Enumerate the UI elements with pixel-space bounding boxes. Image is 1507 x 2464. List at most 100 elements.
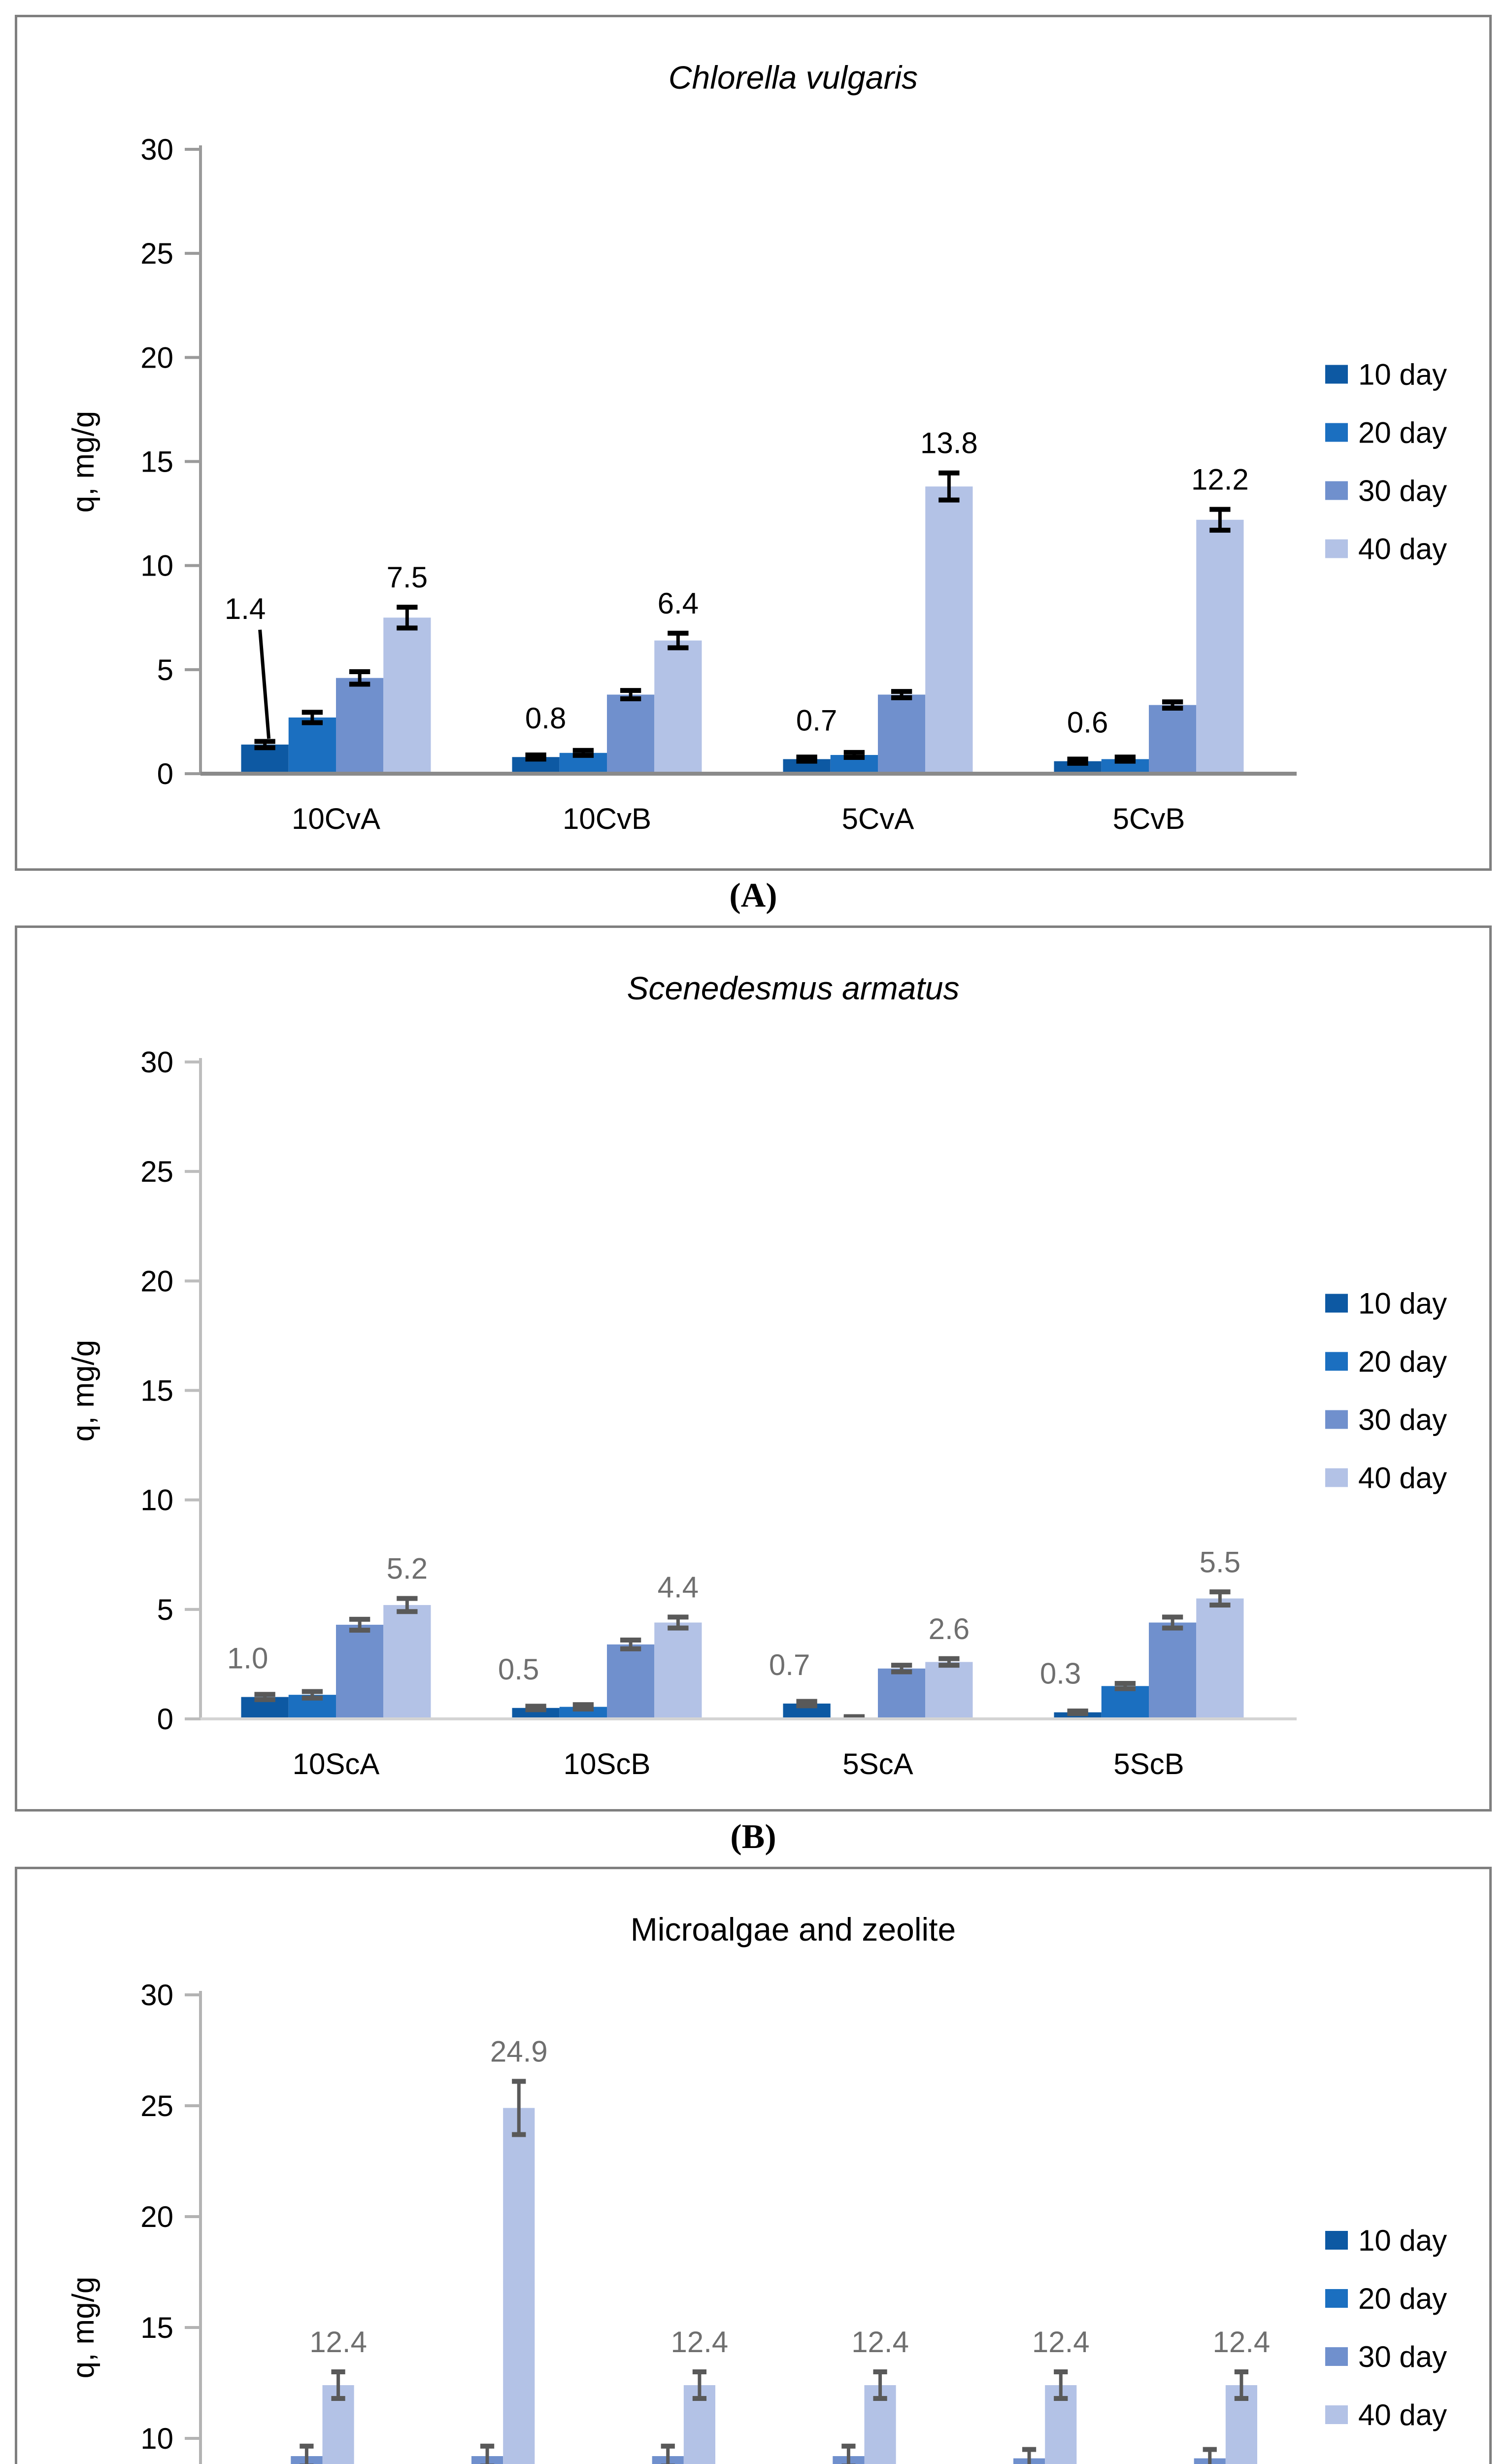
legend-swatch-20-day <box>1325 1352 1348 1371</box>
panel-chlorella-vulgaris: Chlorella vulgaris q, mg/g 0 5 10 15 20 25 30 1… <box>15 15 1492 871</box>
bar-10ScB-10-day <box>512 1708 560 1719</box>
value-label-10ScA-10-day: 1.0 <box>227 1642 268 1675</box>
legend-label-10-day: 10 day <box>1358 358 1447 391</box>
y-tick-label-15: 15 <box>140 445 173 479</box>
x-category-label-5CvB: 5CvB <box>1113 802 1185 835</box>
bar-5CvB-30-day <box>1149 705 1197 774</box>
legend-swatch-30-day <box>1325 481 1348 500</box>
bar-10ScA-30-day <box>336 1624 384 1719</box>
y-tick-label-25: 25 <box>140 1155 173 1188</box>
bar-10CvB-30-day <box>607 694 655 774</box>
value-label-5Cv5ZB-40-day: 12.4 <box>851 2326 909 2359</box>
legend-swatch-20-day <box>1325 2289 1348 2308</box>
x-category-label-10ScB: 10ScB <box>564 1747 651 1780</box>
y-tick-label-5: 5 <box>157 1593 173 1626</box>
y-tick-label-10: 10 <box>140 2422 173 2455</box>
chart-canvas: 0 5 10 15 20 25 30 10ScA 10ScB 5ScA 5ScB 1.0 0.5 0.7 0… <box>140 1046 1447 1780</box>
value-label-10Z-40-day: 12.4 <box>309 2326 367 2359</box>
legend-label-10-day: 10 day <box>1358 1287 1447 1320</box>
legend-label-40-day: 40 day <box>1358 2398 1447 2431</box>
bar-5ScA-40-day <box>925 1662 973 1719</box>
legend-label-10-day: 10 day <box>1358 2224 1447 2257</box>
bar-5ScB-40-day <box>1196 1598 1244 1719</box>
panel-title: Chlorella vulgaris <box>668 59 918 96</box>
legend-label-40-day: 40 day <box>1358 533 1447 566</box>
value-label-10CvA-40-day: 7.5 <box>387 561 428 594</box>
value-label-5CvA-40-day: 13.8 <box>920 427 978 460</box>
legend-swatch-10-day <box>1325 2231 1348 2250</box>
legend-label-20-day: 20 day <box>1358 1345 1447 1378</box>
y-tick-label-15: 15 <box>140 1374 173 1407</box>
legend-swatch-40-day <box>1325 539 1348 558</box>
bar-5CvA-30-day <box>878 694 926 774</box>
legend-swatch-20-day <box>1325 423 1348 442</box>
legend-swatch-40-day <box>1325 1468 1348 1487</box>
legend-label-30-day: 30 day <box>1358 1403 1447 1437</box>
caption-b: (B) <box>730 1818 776 1856</box>
y-tick-label-25: 25 <box>140 237 173 270</box>
value-label-10CvB-40-day: 6.4 <box>658 587 699 620</box>
y-tick-label-0: 0 <box>157 757 173 790</box>
value-label-5Sc5ZA-40-day: 12.4 <box>1032 2326 1090 2359</box>
y-tick-label-20: 20 <box>140 341 173 374</box>
bar-10CvA-20-day <box>288 717 336 774</box>
legend-swatch-10-day <box>1325 365 1348 384</box>
y-tick-label-25: 25 <box>140 2089 173 2122</box>
x-category-label-10CvB: 10CvB <box>563 802 651 835</box>
legend-label-40-day: 40 day <box>1358 1462 1447 1495</box>
legend-swatch-10-day <box>1325 1294 1348 1313</box>
legend-swatch-30-day <box>1325 1410 1348 1429</box>
bar-5CvB-40-day <box>1196 519 1244 774</box>
legend-swatch-30-day <box>1325 2347 1348 2366</box>
bar-5CvA-40-day <box>925 486 973 774</box>
y-tick-label-5: 5 <box>157 653 173 686</box>
x-category-label-10ScA: 10ScA <box>293 1747 380 1780</box>
value-label-5CvB-10-day: 0.6 <box>1067 706 1108 739</box>
legend-label-20-day: 20 day <box>1358 2282 1447 2315</box>
legend-label-20-day: 20 day <box>1358 416 1447 449</box>
value-label-5ScB-10-day: 0.3 <box>1040 1657 1081 1690</box>
value-label-5Z-40-day: 24.9 <box>490 2035 548 2068</box>
value-label-10ScB-40-day: 4.4 <box>658 1571 699 1604</box>
y-tick-label-30: 30 <box>140 1979 173 2012</box>
value-label-5ScB-40-day: 5.5 <box>1200 1545 1240 1578</box>
value-label-5Cv5ZA-40-day: 12.4 <box>671 2326 729 2359</box>
bar-5ScB-20-day <box>1101 1686 1149 1719</box>
panel-title: Scenedesmus armatus <box>627 970 960 1006</box>
value-label-5ScA-40-day: 2.6 <box>929 1612 970 1645</box>
value-label-10CvB-10-day: 0.8 <box>525 702 566 735</box>
value-label-5CvB-40-day: 12.2 <box>1191 463 1249 496</box>
x-category-label-5CvA: 5CvA <box>842 802 914 835</box>
label-leader-line <box>258 629 271 739</box>
y-tick-label-15: 15 <box>140 2311 173 2344</box>
bar-10ScA-40-day <box>383 1605 431 1719</box>
value-label-5Sc5ZB-40-day: 12.4 <box>1213 2326 1271 2359</box>
panel-microalgae-and-zeolite: Microalgae and zeolite q, mg/g 051015202… <box>15 1867 1492 2464</box>
y-tick-label-0: 0 <box>157 1703 173 1736</box>
value-label-10ScB-10-day: 0.5 <box>498 1653 539 1686</box>
caption-a: (A) <box>729 877 777 915</box>
chart-canvas: 05101520253010Z5Z5Cv5ZA5Cv5ZB5Sc5ZA5Sc5Z… <box>140 1979 1447 2464</box>
y-tick-label-10: 10 <box>140 549 173 582</box>
bar-10ScB-40-day <box>654 1622 702 1719</box>
y-tick-label-20: 20 <box>140 2200 173 2233</box>
y-tick-label-30: 30 <box>140 133 173 166</box>
panel-scenedesmus-armatus: Scenedesmus armatus q, mg/g 0 5 10 15 20 25 30… <box>15 925 1492 1812</box>
value-label-10ScA-40-day: 5.2 <box>387 1552 428 1585</box>
panel-title: Microalgae and zeolite <box>630 1911 956 1948</box>
legend-label-30-day: 30 day <box>1358 2340 1447 2373</box>
x-category-label-5ScA: 5ScA <box>842 1747 913 1780</box>
value-label-5ScA-10-day: 0.7 <box>769 1648 810 1681</box>
y-tick-label-30: 30 <box>140 1046 173 1079</box>
y-tick-label-20: 20 <box>140 1265 173 1298</box>
x-category-label-5ScB: 5ScB <box>1113 1747 1184 1780</box>
bar-10CvB-40-day <box>654 640 702 774</box>
bar-10CvA-30-day <box>336 678 384 774</box>
bar-5ScB-30-day <box>1149 1622 1197 1719</box>
legend-swatch-40-day <box>1325 2405 1348 2424</box>
bar-5Z-40-day <box>503 2108 535 2464</box>
bar-5ScA-30-day <box>878 1668 926 1719</box>
y-tick-label-10: 10 <box>140 1484 173 1517</box>
value-label-5CvA-10-day: 0.7 <box>796 704 837 737</box>
